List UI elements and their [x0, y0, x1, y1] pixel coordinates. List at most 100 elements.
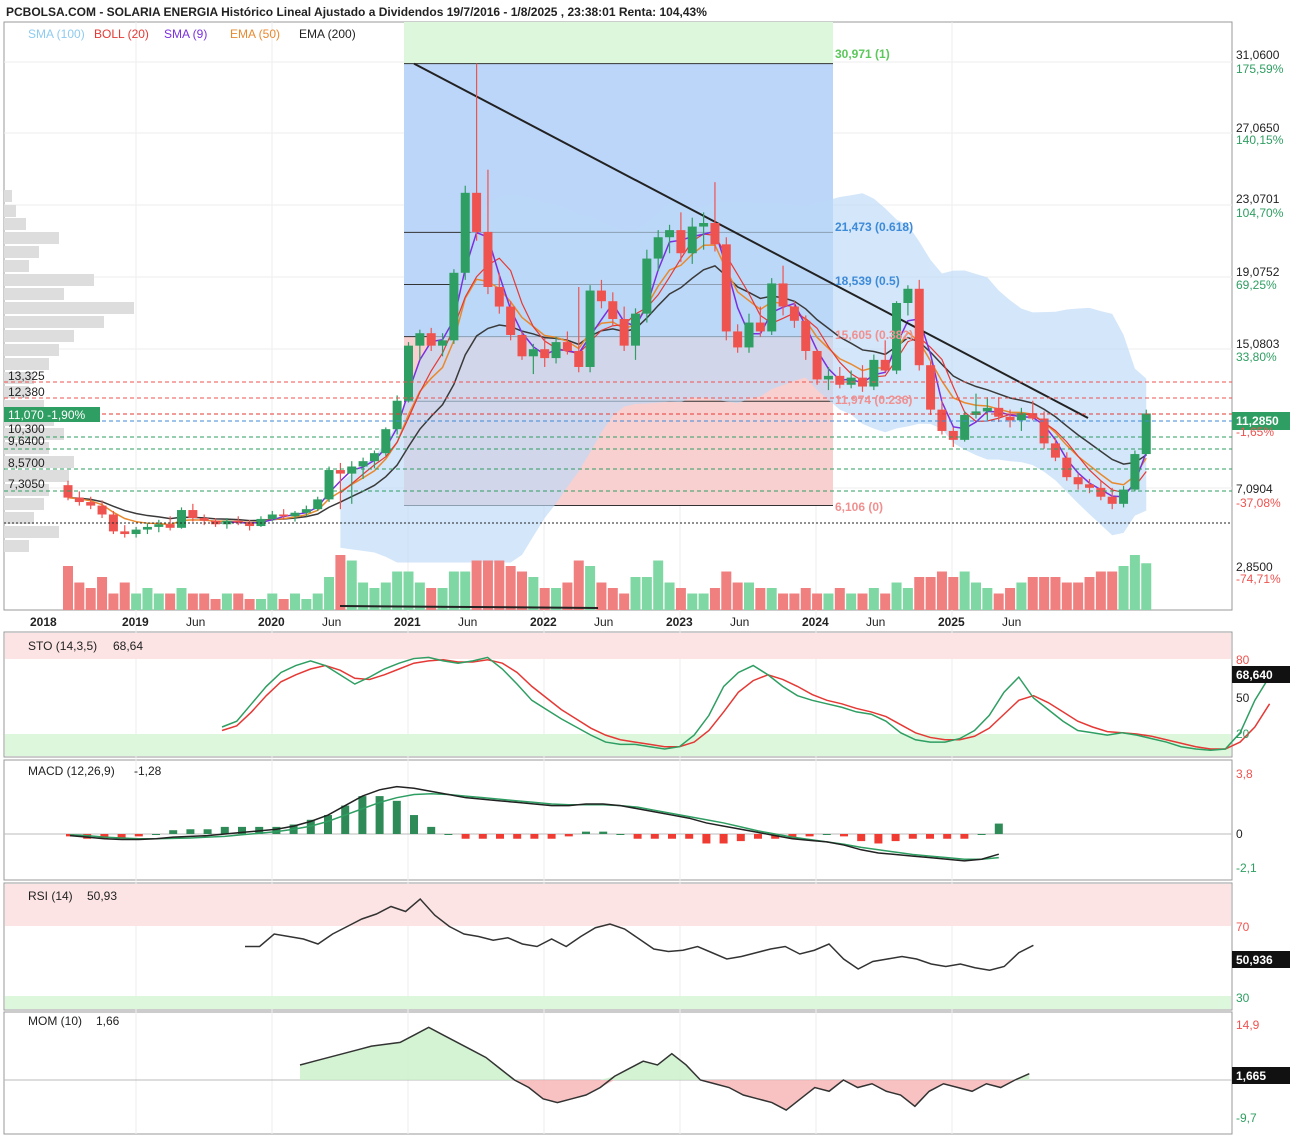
sto-tick: 20 — [1236, 727, 1250, 741]
macd-signal-line — [69, 792, 999, 861]
macd-value: -1,28 — [134, 764, 162, 778]
candle-body — [812, 350, 822, 380]
macd-histogram-bar — [100, 834, 109, 839]
volume-bar — [812, 593, 823, 610]
price-tick-label: 19,0752 — [1236, 265, 1280, 279]
volume-bar — [902, 588, 913, 610]
candle-body — [801, 320, 811, 351]
volume-bar — [698, 593, 709, 610]
macd-histogram-bar — [186, 829, 195, 834]
macd-panel-frame — [3, 759, 1233, 881]
candlesticks — [63, 63, 1151, 538]
volume-bar — [244, 599, 255, 610]
ema-200-line — [67, 265, 1147, 522]
candle-body — [676, 230, 686, 254]
sto-overbought-band — [5, 633, 1231, 659]
volume-bar — [857, 593, 868, 610]
time-tick-label: Jun — [458, 615, 477, 629]
candle-body — [131, 529, 141, 535]
volume-bar — [641, 577, 652, 610]
volume-bar — [562, 582, 573, 610]
volume-bar — [834, 588, 845, 610]
time-axis: 2018 2019 Jun 2020 Jun 2021 Jun 2022 Jun… — [30, 615, 1021, 629]
volume-bar — [517, 571, 527, 610]
candle-body — [926, 365, 936, 410]
candle-body — [937, 409, 947, 431]
macd-histogram-bar — [650, 834, 659, 839]
candle-body — [971, 411, 981, 415]
time-tick-label: 2023 — [666, 615, 693, 629]
macd-histogram-bar — [857, 834, 866, 842]
macd-title: MACD (12,26,9) — [28, 764, 115, 778]
volume-bar — [800, 588, 811, 610]
volume-bar — [925, 577, 936, 610]
macd-histogram-bar — [375, 796, 384, 834]
trend-line — [413, 62, 1089, 419]
candle-body — [472, 192, 482, 232]
pct-tick-label: 104,70% — [1236, 206, 1284, 220]
candle-body — [1050, 443, 1060, 458]
macd-histogram-bar — [478, 834, 487, 839]
mom-tick: -9,7 — [1236, 1111, 1257, 1125]
candle-body — [1028, 413, 1038, 419]
profile-bar — [4, 372, 34, 384]
candle-body — [903, 288, 913, 303]
volume-bar — [1050, 577, 1061, 610]
candle-body — [369, 453, 379, 462]
volume-bar — [607, 588, 618, 610]
fib-label: 21,473 (0.618) — [835, 220, 913, 234]
volume-bar — [766, 588, 777, 610]
candle-body — [596, 290, 606, 302]
chart-title: PCBOLSA.COM - SOLARIA ENERGIA Histórico … — [6, 5, 707, 19]
level-label: 9,6400 — [8, 434, 45, 448]
candle-body — [528, 349, 538, 357]
macd-histogram-bar — [203, 829, 212, 834]
volume-bar — [1039, 577, 1050, 610]
time-tick-label: 2022 — [530, 615, 557, 629]
candle-body — [460, 192, 470, 273]
legend-sma9: SMA (9) — [164, 27, 207, 41]
volume-bar — [85, 588, 96, 610]
volume-bar — [380, 582, 391, 610]
bollinger-band-fill — [340, 193, 1147, 563]
macd-histogram-bar — [668, 834, 676, 839]
volume-bar — [165, 593, 176, 610]
candle-body — [245, 522, 255, 527]
sto-badge-value: 68,640 — [1236, 668, 1273, 682]
macd-histogram-bar — [169, 830, 178, 834]
candle-body — [1130, 454, 1140, 490]
candle-body — [744, 322, 754, 348]
candle-body — [313, 499, 323, 510]
candle-body — [755, 322, 765, 332]
volume-bar — [108, 593, 119, 610]
candle-body — [165, 524, 175, 528]
candle-body — [233, 520, 243, 523]
volume-bar — [426, 588, 437, 610]
candle-body — [86, 502, 96, 506]
fib-label: 15,605 (0.382) — [835, 328, 913, 342]
macd-histogram-bar — [547, 834, 556, 839]
volume-bar — [755, 588, 766, 610]
macd-lines — [4, 785, 1232, 862]
candle-body — [1016, 413, 1026, 421]
level-label: 13,325 — [8, 369, 45, 383]
volume-bar — [1027, 577, 1038, 610]
left-level-labels: 13,325 12,380 11,070 -1,90% 10,300 9,640… — [4, 369, 100, 491]
candle-body — [449, 272, 459, 341]
pct-tick-label: -74,71% — [1236, 572, 1281, 586]
candle-body — [540, 349, 550, 359]
candle-body — [335, 470, 345, 474]
volume-bar — [573, 560, 584, 610]
macd-histogram-bar — [117, 834, 126, 839]
candle-body — [721, 244, 731, 332]
rsi-title: RSI (14) — [28, 889, 73, 903]
profile-bar — [4, 190, 12, 202]
volume-bar — [1016, 582, 1027, 610]
time-tick-label: 2020 — [258, 615, 285, 629]
volume-bar — [993, 593, 1004, 610]
candle-body — [290, 512, 300, 517]
volume-bar — [119, 582, 130, 610]
macd-histogram-bar — [943, 834, 952, 839]
volume-bar — [675, 588, 686, 610]
volume-bar — [891, 582, 902, 610]
